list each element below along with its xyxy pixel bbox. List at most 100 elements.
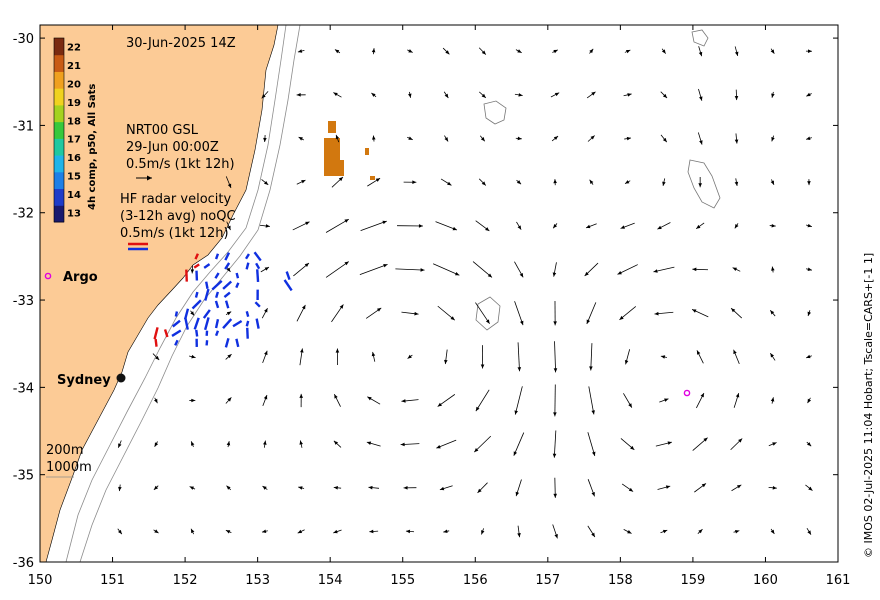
vector-arrowhead xyxy=(368,485,373,490)
y-tick-label: -30 xyxy=(13,32,34,47)
hf-radar-vector xyxy=(204,288,210,301)
vector-arrowhead xyxy=(437,402,442,407)
isobath-1000-label: 1000m xyxy=(46,460,92,475)
island-outline xyxy=(475,296,501,331)
vector-arrowhead xyxy=(477,488,482,493)
y-tick-label: -36 xyxy=(13,556,34,571)
y-tick-label: -34 xyxy=(13,381,34,396)
vector-arrowhead xyxy=(226,311,232,316)
colorbar-title: 4h comp, p50, All Sats xyxy=(87,84,98,210)
colorbar-segment xyxy=(54,155,64,173)
vector-arrowhead xyxy=(770,397,775,402)
vector-arrowhead xyxy=(514,410,518,415)
vector-arrowhead xyxy=(516,180,522,185)
vector-arrowhead xyxy=(698,51,703,57)
colorbar-tick-label: 19 xyxy=(67,98,81,109)
colorbar-tick-label: 15 xyxy=(67,172,81,183)
vector-arrowhead xyxy=(439,486,445,491)
vector-arrowhead xyxy=(771,93,775,98)
vector-arrowhead xyxy=(299,440,303,445)
vector-arrowhead xyxy=(375,178,381,182)
vector-arrowhead xyxy=(297,49,303,53)
vector-arrow xyxy=(517,342,520,372)
vector-arrow xyxy=(325,261,350,278)
colorbar-tick-label: 17 xyxy=(67,135,81,146)
hf-radar-vector xyxy=(245,320,250,327)
vector-arrowhead xyxy=(153,485,159,490)
island-outline xyxy=(691,29,709,47)
vector-arrowhead xyxy=(513,451,518,456)
vector-arrowhead xyxy=(485,227,490,231)
vector-arrowhead xyxy=(771,136,775,142)
vector-arrowhead xyxy=(653,269,658,273)
hf-radar-vector xyxy=(245,311,250,318)
vector-arrow xyxy=(553,430,557,458)
hf-radar-vector xyxy=(215,291,220,299)
vector-arrowhead xyxy=(264,267,269,271)
hf-radar-vector xyxy=(184,317,189,330)
vector-arrowhead xyxy=(481,50,486,55)
vector-arrowhead xyxy=(664,398,669,402)
x-tick-label: 160 xyxy=(753,573,778,588)
hf-radar-vector xyxy=(174,311,179,317)
vector-arrowhead xyxy=(553,223,558,229)
hf-radar-vector xyxy=(211,280,223,291)
colorbar-segment xyxy=(54,188,64,206)
vector-arrowhead xyxy=(586,224,591,229)
colorbar: 22 21 20 19 18 17 16 15 14 13 xyxy=(53,37,81,223)
vector-arrowhead xyxy=(403,486,408,490)
vector-arrowhead xyxy=(481,181,486,186)
vector-arrowhead xyxy=(591,91,596,96)
vector-arrowhead xyxy=(654,311,659,316)
hf-radar-vector xyxy=(224,252,231,261)
vector-arrowhead xyxy=(445,50,450,55)
vector-arrowhead xyxy=(665,485,671,489)
axes: 150 151 152 153 154 155 156 157 158 159 160 161 -30 -… xyxy=(13,25,851,588)
vector-arrowhead xyxy=(738,438,743,443)
vector-arrowhead xyxy=(553,179,557,184)
vector-arrowhead xyxy=(264,350,268,356)
vector-arrowhead xyxy=(662,137,667,143)
x-tick-label: 158 xyxy=(608,573,633,588)
vector-arrowhead xyxy=(298,486,303,490)
vector-arrowhead xyxy=(517,533,521,538)
hf-radar-vector xyxy=(195,329,199,337)
vector-arrowhead xyxy=(589,48,594,54)
vector-arrowhead xyxy=(191,354,196,359)
current-vectors xyxy=(117,46,813,539)
vector-arrowhead xyxy=(734,51,739,56)
vector-arrowhead xyxy=(371,351,376,357)
vector-arrowhead xyxy=(619,315,624,320)
hf-radar-vector xyxy=(191,299,202,310)
vector-arrowhead xyxy=(400,442,405,447)
vector-arrowhead xyxy=(154,442,159,447)
vector-arrowhead xyxy=(414,311,419,316)
vector-arrowhead xyxy=(734,224,739,229)
vector-arrowhead xyxy=(454,271,460,276)
hf-radar-vector xyxy=(214,300,220,309)
vector-arrow xyxy=(587,432,596,457)
hf-radar-vector xyxy=(194,291,199,298)
vector-arrowhead xyxy=(376,307,382,312)
vector-arrow xyxy=(588,386,595,415)
x-tick-label: 150 xyxy=(28,573,53,588)
x-tick-label: 161 xyxy=(826,573,851,588)
vector-arrowhead xyxy=(263,180,269,185)
vector-arrowhead xyxy=(117,529,122,535)
vector-arrowhead xyxy=(333,486,338,490)
vector-arrowhead xyxy=(154,398,158,404)
hf-radar-vector xyxy=(255,262,261,270)
gsl-legend: NRT00 GSL 29-Jun 00:00Z 0.5m/s (1kt 12h) xyxy=(126,123,235,181)
hf-radar-vector xyxy=(205,281,209,289)
vector-arrow xyxy=(514,386,523,415)
vector-arrowhead xyxy=(591,410,595,415)
hf-radar-vector xyxy=(224,300,230,309)
vector-arrowhead xyxy=(625,49,631,54)
isobath-200m xyxy=(65,25,287,562)
vector-arrowhead xyxy=(450,316,455,321)
vector-arrowhead xyxy=(627,93,632,97)
vector-arrowhead xyxy=(660,355,666,359)
vector-arrowhead xyxy=(297,529,303,534)
colorbar-segment xyxy=(54,171,64,190)
vector-arrowhead xyxy=(372,135,376,140)
